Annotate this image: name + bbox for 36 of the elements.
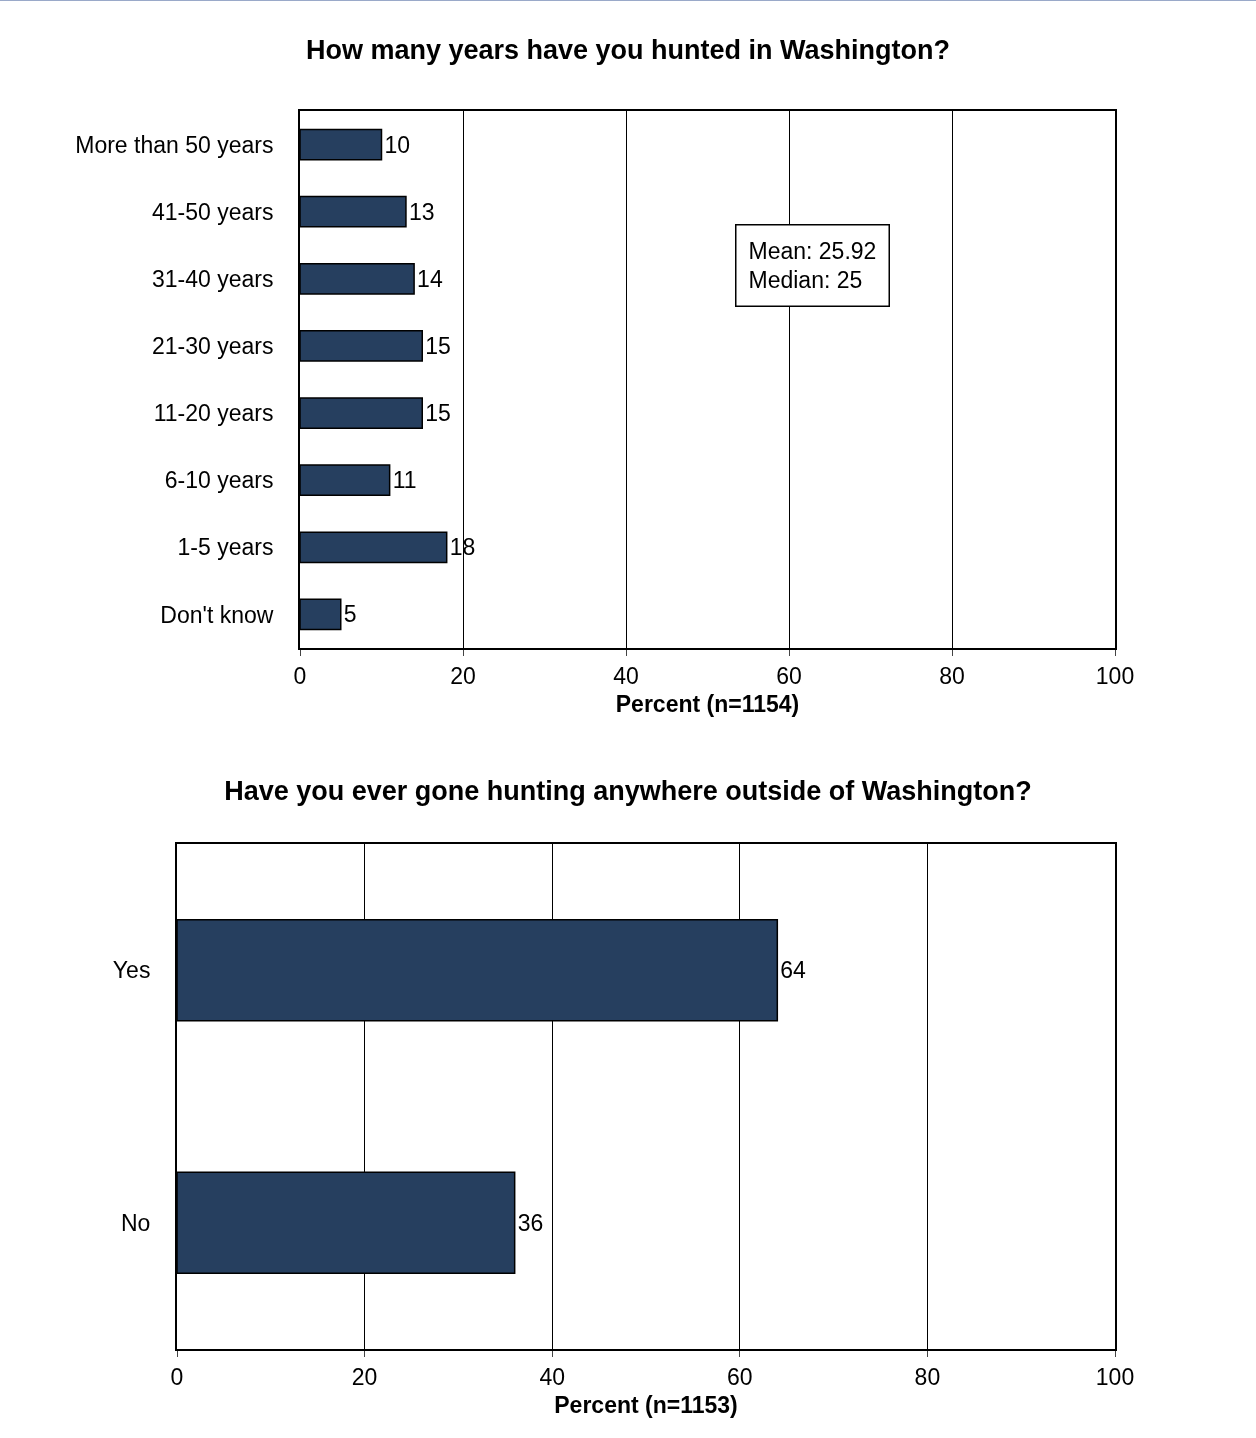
x-tick-label: 60 xyxy=(776,662,802,689)
x-tick-label: 0 xyxy=(293,662,307,689)
y-tick-label: 31-40 years xyxy=(151,265,274,292)
x-tick-label: 80 xyxy=(939,662,965,689)
data-label: 64 xyxy=(780,957,807,984)
x-tick-label: 100 xyxy=(1095,1363,1135,1390)
y-tick-label: 1-5 years xyxy=(177,534,274,561)
y-tick-label: 21-30 years xyxy=(151,332,274,359)
x-axis-title: Percent (n=1154) xyxy=(615,690,800,717)
data-label: 15 xyxy=(425,332,451,359)
x-axis-title: Percent (n=1153) xyxy=(554,1391,738,1418)
y-tick-label: 11-20 years xyxy=(153,400,274,427)
y-tick-label: 41-50 years xyxy=(151,198,274,225)
x-tick-label: 80 xyxy=(914,1363,941,1390)
data-label: 14 xyxy=(417,265,443,292)
data-label: 10 xyxy=(384,131,411,158)
chart-title: Have you ever gone hunting anywhere outside of Washington? xyxy=(224,776,1032,807)
data-label: 5 xyxy=(343,601,357,628)
x-tick-label: 60 xyxy=(727,1363,753,1390)
y-tick-label: More than 50 years xyxy=(75,131,274,158)
x-tick-label: 100 xyxy=(1095,662,1135,689)
y-tick-label: Yes xyxy=(112,957,151,984)
chart-title: How many years have you hunted in Washington? xyxy=(305,34,951,65)
data-label: 11 xyxy=(392,467,417,494)
annotation: Mean: 25.92 Median: 25 xyxy=(748,237,877,294)
x-tick-label: 40 xyxy=(613,662,639,689)
data-label: 15 xyxy=(425,400,451,427)
x-tick-label: 0 xyxy=(170,1363,184,1390)
x-tick-label: 40 xyxy=(539,1363,565,1390)
y-tick-label: No xyxy=(120,1209,151,1236)
data-label: 36 xyxy=(517,1209,544,1236)
x-tick-label: 20 xyxy=(351,1363,378,1390)
y-tick-label: Don't know xyxy=(160,601,274,628)
data-label: 13 xyxy=(408,198,435,225)
x-tick-label: 20 xyxy=(450,662,476,689)
y-tick-label: 6-10 years xyxy=(164,467,274,494)
